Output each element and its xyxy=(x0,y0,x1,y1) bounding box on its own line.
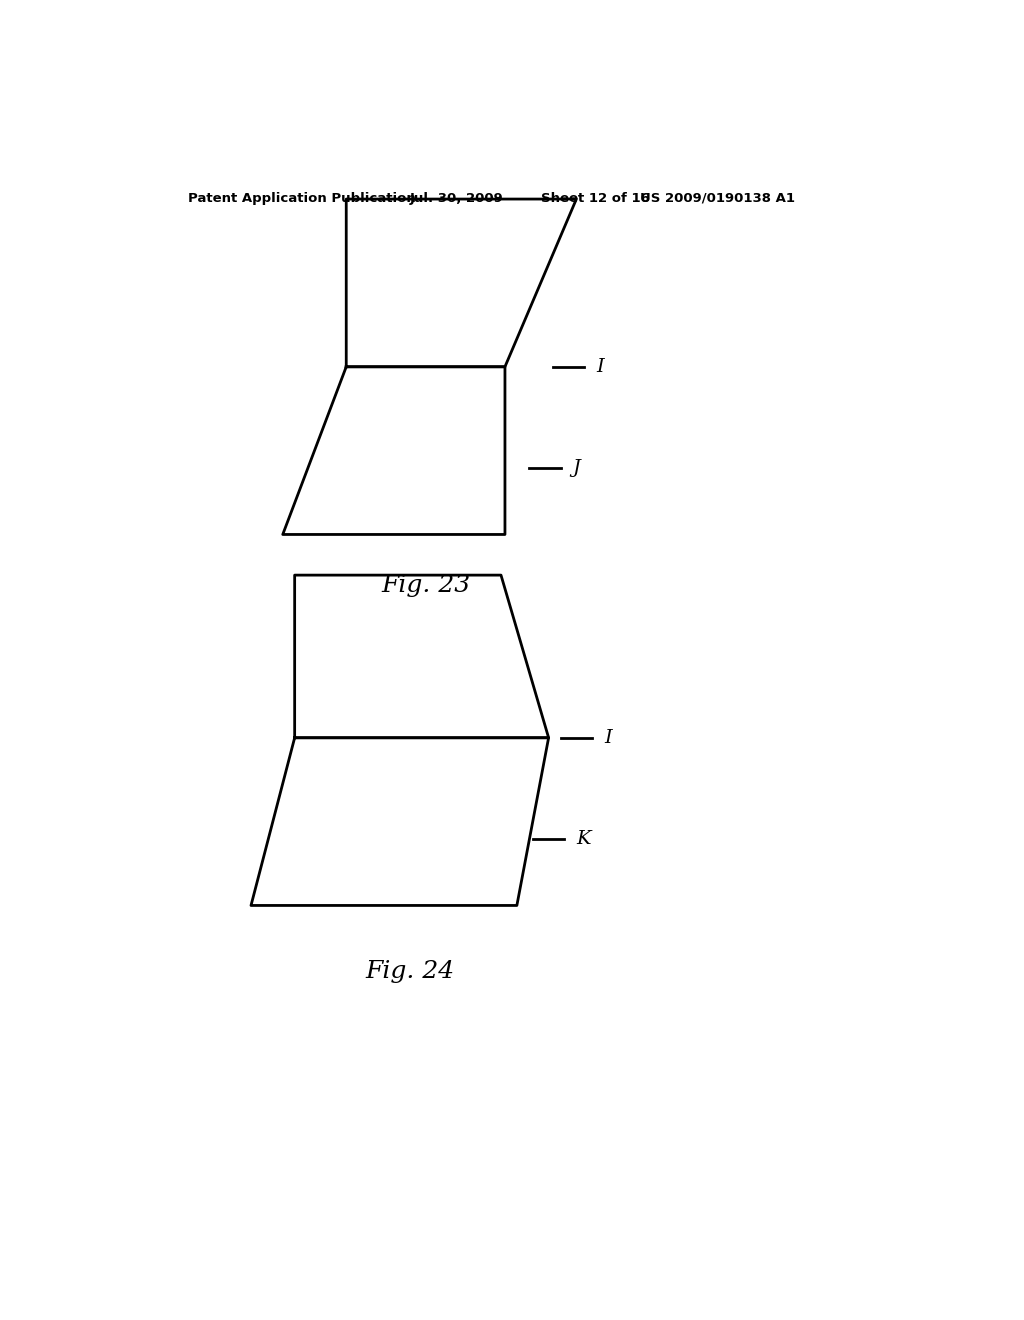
Text: I: I xyxy=(604,729,612,747)
Text: K: K xyxy=(577,830,591,849)
Text: Patent Application Publication: Patent Application Publication xyxy=(187,191,416,205)
Text: US 2009/0190138 A1: US 2009/0190138 A1 xyxy=(640,191,795,205)
Text: Sheet 12 of 16: Sheet 12 of 16 xyxy=(541,191,649,205)
Text: I: I xyxy=(596,358,604,376)
Text: Fig. 24: Fig. 24 xyxy=(366,960,455,983)
Text: Fig. 23: Fig. 23 xyxy=(381,574,470,597)
Text: Jul. 30, 2009: Jul. 30, 2009 xyxy=(410,191,504,205)
Text: J: J xyxy=(572,459,581,478)
